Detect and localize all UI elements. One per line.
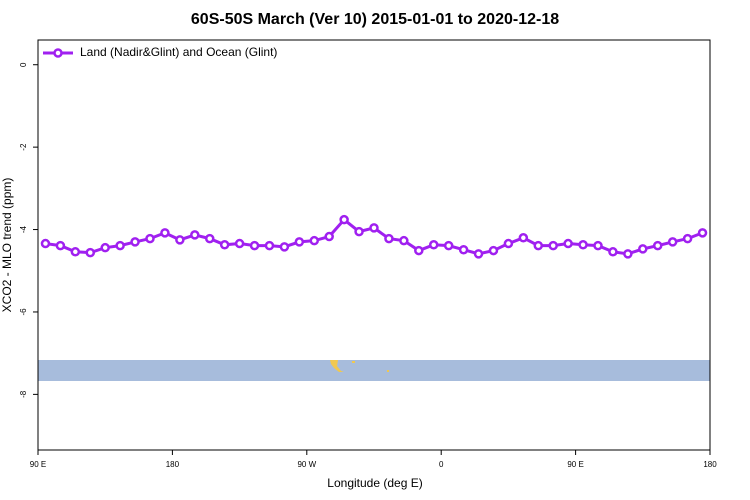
point: [458, 244, 469, 255]
point: [130, 237, 140, 247]
y-tick-label: -6: [19, 308, 28, 316]
point: [40, 238, 51, 249]
chart-title: 60S-50S March (Ver 10) 2015-01-01 to 202…: [191, 11, 559, 28]
legend-label: Land (Nadir&Glint) and Ocean (Glint): [80, 45, 277, 59]
point: [219, 240, 230, 250]
point: [667, 237, 678, 247]
point: [384, 233, 394, 244]
point: [145, 233, 155, 244]
legend-marker: [53, 48, 63, 58]
point: [160, 228, 170, 238]
point: [697, 228, 708, 238]
point: [638, 244, 648, 254]
point: [339, 214, 349, 225]
point: [354, 226, 364, 237]
point: [175, 235, 185, 245]
point: [204, 233, 215, 244]
y-tick-label: -4: [19, 225, 28, 233]
point: [443, 240, 454, 251]
point: [652, 240, 663, 251]
point: [324, 231, 334, 242]
point: [234, 238, 245, 249]
x-tick-label: 90 W: [297, 460, 316, 469]
point: [608, 247, 618, 257]
point: [473, 249, 484, 259]
point: [533, 240, 544, 251]
x-tick-label: 90 E: [567, 460, 583, 469]
point: [428, 240, 439, 250]
x-tick-label: 180: [703, 460, 717, 469]
x-tick-label: 90 E: [30, 460, 46, 469]
point: [279, 242, 290, 252]
point: [264, 240, 275, 251]
point: [190, 230, 200, 240]
point: [682, 233, 693, 244]
y-tick-label: 0: [19, 62, 28, 67]
point: [249, 240, 260, 251]
y-tick-label: -8: [19, 390, 28, 398]
point: [70, 247, 81, 257]
point: [115, 240, 125, 251]
x-tick-label: 0: [439, 460, 444, 469]
point: [518, 233, 529, 243]
plot-frame: [37, 39, 711, 451]
point: [414, 245, 424, 256]
x-axis-label: Longitude (deg E): [327, 476, 422, 490]
point: [309, 235, 320, 246]
point: [563, 238, 573, 249]
point: [623, 249, 633, 259]
point: [399, 235, 409, 246]
x-tick-label: 180: [166, 460, 180, 469]
point: [369, 223, 379, 233]
point: [100, 242, 110, 253]
point: [593, 240, 603, 251]
point: [503, 238, 514, 249]
y-axis-label: XCO2 - MLO trend (ppm): [0, 178, 14, 313]
map-land: [352, 361, 355, 363]
point: [85, 247, 96, 258]
map-land: [387, 370, 389, 372]
point: [55, 240, 66, 251]
point: [578, 240, 588, 250]
point: [488, 245, 499, 256]
map-land: [330, 360, 344, 372]
map-band: [38, 360, 710, 381]
point: [548, 240, 558, 251]
point: [294, 237, 305, 247]
y-tick-label: -2: [19, 143, 28, 151]
